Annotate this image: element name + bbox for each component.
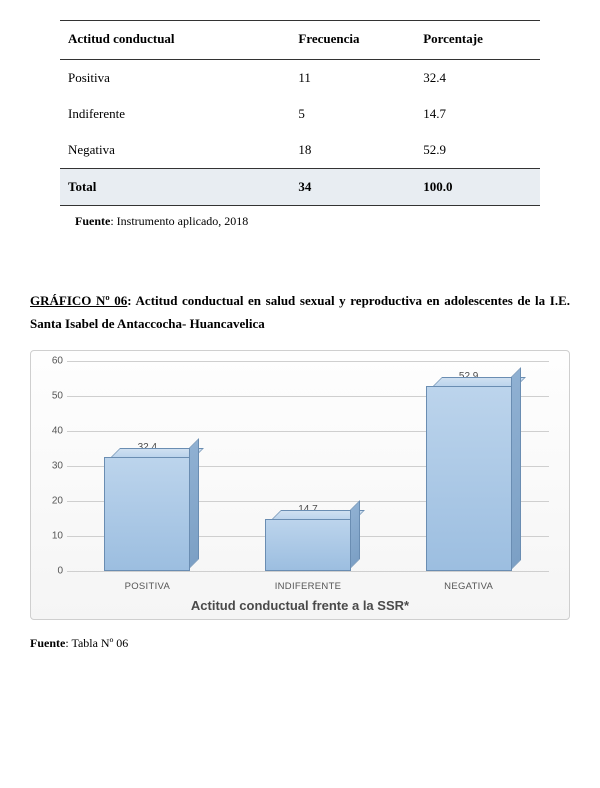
x-tick-label: NEGATIVA xyxy=(388,575,549,592)
table-cell-total: 100.0 xyxy=(415,169,540,206)
bar-chart: 0102030405060 32.414.752.9 POSITIVAINDIF… xyxy=(30,350,570,620)
chart-title-sep: : xyxy=(127,293,135,308)
bar-slot: 32.4 xyxy=(67,442,228,570)
bar-side-face xyxy=(511,367,521,570)
chart-title-paragraph: GRÁFICO Nº 06: Actitud conductual en sal… xyxy=(30,289,570,336)
y-tick-label: 50 xyxy=(41,390,63,401)
table-row: Indiferente 5 14.7 xyxy=(60,96,540,132)
table-header: Actitud conductual xyxy=(60,21,290,60)
chart-source: Fuente: Tabla Nº 06 xyxy=(30,636,570,651)
y-tick-label: 0 xyxy=(41,565,63,576)
table-row: Negativa 18 52.9 xyxy=(60,132,540,169)
table-header: Frecuencia xyxy=(290,21,415,60)
source-text: : Instrumento aplicado, 2018 xyxy=(110,214,248,228)
chart-plot-area: 0102030405060 32.414.752.9 xyxy=(67,361,549,571)
y-tick-label: 40 xyxy=(41,425,63,436)
y-tick-label: 60 xyxy=(41,355,63,366)
table-row: Positiva 11 32.4 xyxy=(60,60,540,97)
table-cell: Indiferente xyxy=(60,96,290,132)
data-table-container: Actitud conductual Frecuencia Porcentaje… xyxy=(60,20,540,206)
source-label: Fuente xyxy=(75,214,110,228)
data-table: Actitud conductual Frecuencia Porcentaje… xyxy=(60,20,540,206)
y-tick-label: 10 xyxy=(41,530,63,541)
table-header-row: Actitud conductual Frecuencia Porcentaje xyxy=(60,21,540,60)
source-text: : Tabla Nº 06 xyxy=(65,636,128,650)
bar-front xyxy=(265,519,351,570)
bar-side-face xyxy=(350,500,360,569)
bar-slot: 52.9 xyxy=(388,371,549,571)
y-tick-label: 20 xyxy=(41,495,63,506)
table-cell: 18 xyxy=(290,132,415,169)
bar-front xyxy=(426,386,512,571)
table-cell: Negativa xyxy=(60,132,290,169)
y-tick-label: 30 xyxy=(41,460,63,471)
table-cell-total: 34 xyxy=(290,169,415,206)
bar xyxy=(426,386,512,571)
source-label: Fuente xyxy=(30,636,65,650)
bar-front xyxy=(104,457,190,570)
table-cell: 14.7 xyxy=(415,96,540,132)
chart-caption: Actitud conductual frente a la SSR* xyxy=(41,598,559,613)
gridline xyxy=(67,571,549,572)
table-cell: 11 xyxy=(290,60,415,97)
table-total-row: Total 34 100.0 xyxy=(60,169,540,206)
table-cell: Positiva xyxy=(60,60,290,97)
table-cell: 52.9 xyxy=(415,132,540,169)
x-tick-label: INDIFERENTE xyxy=(228,575,389,592)
bar-slot: 14.7 xyxy=(228,504,389,570)
table-source: Fuente: Instrumento aplicado, 2018 xyxy=(75,214,570,229)
chart-bars: 32.414.752.9 xyxy=(67,361,549,571)
bar-side-face xyxy=(189,438,199,569)
table-cell: 32.4 xyxy=(415,60,540,97)
x-tick-label: POSITIVA xyxy=(67,575,228,592)
chart-title-prefix: GRÁFICO Nº 06 xyxy=(30,293,127,308)
table-cell: 5 xyxy=(290,96,415,132)
bar xyxy=(265,519,351,570)
table-header: Porcentaje xyxy=(415,21,540,60)
chart-x-labels: POSITIVAINDIFERENTENEGATIVA xyxy=(67,575,549,592)
table-cell-total: Total xyxy=(60,169,290,206)
bar xyxy=(104,457,190,570)
